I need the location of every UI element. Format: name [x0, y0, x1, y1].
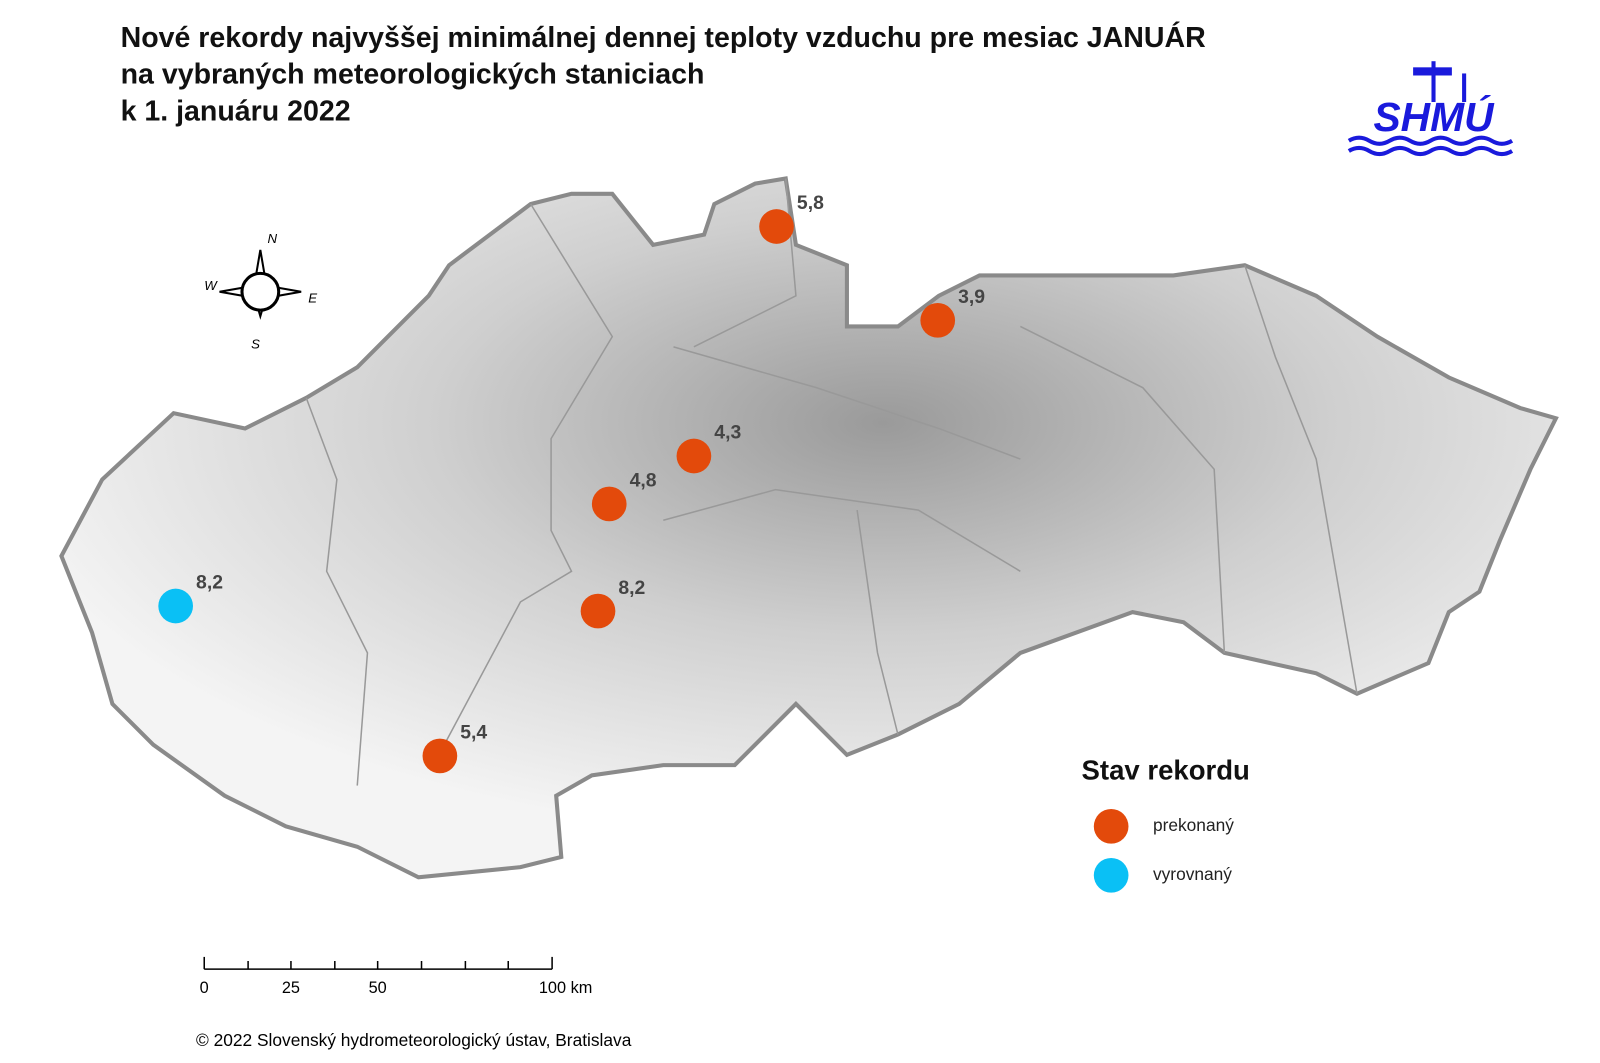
- logo-text: SHMÚ: [1373, 94, 1495, 140]
- scale-label: 100 km: [539, 979, 593, 997]
- legend-label: prekonaný: [1153, 815, 1234, 835]
- legend-swatch: [1093, 808, 1129, 844]
- station-marker: [591, 486, 627, 522]
- title-line: na vybraných meteorologických staniciach: [121, 59, 705, 91]
- legend-label: vyrovnaný: [1153, 864, 1232, 884]
- scale-label: 25: [282, 979, 300, 997]
- station-value: 5,4: [460, 722, 487, 744]
- station-marker: [676, 438, 712, 474]
- station-marker: [759, 209, 794, 244]
- copyright: © 2022 Slovenský hydrometeorologický úst…: [196, 1030, 632, 1050]
- region-borders: [305, 178, 1358, 786]
- station-value: 3,9: [958, 286, 985, 308]
- title-line: k 1. januáru 2022: [121, 95, 351, 127]
- station-value: 4,8: [630, 470, 657, 492]
- scale-label: 50: [369, 979, 387, 997]
- stations: 5,8 3,9 4,3 4,8 8,2 5,4 8,2: [158, 192, 985, 774]
- legend: prekonaný vyrovnaný: [1093, 808, 1234, 893]
- logo: SHMÚ: [1347, 61, 1514, 157]
- scale-label: 0: [200, 979, 209, 997]
- station-marker: [920, 302, 956, 338]
- legend-title: Stav rekordu: [1082, 755, 1250, 786]
- compass-label: W: [204, 278, 218, 293]
- title-line: Nové rekordy najvyššej minimálnej dennej…: [121, 22, 1207, 54]
- compass-label: N: [267, 231, 277, 246]
- country-outline: [59, 176, 1559, 880]
- station-value: 4,3: [714, 422, 741, 444]
- scale-bar: [203, 956, 553, 970]
- compass: N W E S: [204, 231, 317, 351]
- legend-swatch: [1093, 857, 1129, 893]
- station-value: 5,8: [797, 192, 824, 214]
- station-marker: [422, 738, 458, 774]
- station-value: 8,2: [618, 577, 645, 599]
- station-marker: [580, 593, 616, 629]
- compass-label: E: [308, 290, 317, 305]
- compass-label: S: [251, 336, 260, 351]
- station-value: 8,2: [196, 572, 223, 594]
- station-marker: [158, 588, 194, 624]
